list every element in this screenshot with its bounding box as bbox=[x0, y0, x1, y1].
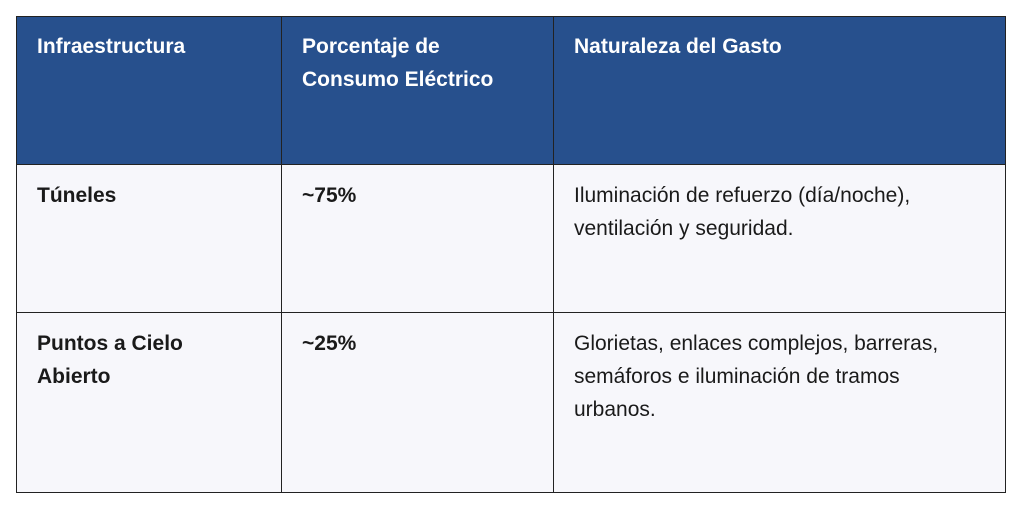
consumption-table: Infraestructura Porcentaje de Consumo El… bbox=[16, 16, 1006, 493]
header-porcentaje: Porcentaje de Consumo Eléctrico bbox=[281, 16, 554, 165]
cell-naturaleza: Iluminación de refuerzo (día/noche), ven… bbox=[553, 164, 1006, 313]
table-body: Túneles ~75% Iluminación de refuerzo (dí… bbox=[16, 164, 1006, 493]
cell-porcentaje: ~25% bbox=[281, 312, 554, 493]
table-header: Infraestructura Porcentaje de Consumo El… bbox=[16, 16, 1006, 165]
header-naturaleza: Naturaleza del Gasto bbox=[553, 16, 1006, 165]
cell-infraestructura: Puntos a Cielo Abierto bbox=[16, 312, 282, 493]
cell-porcentaje: ~75% bbox=[281, 164, 554, 313]
cell-naturaleza: Glorietas, enlaces complejos, barreras, … bbox=[553, 312, 1006, 493]
header-row: Infraestructura Porcentaje de Consumo El… bbox=[16, 16, 1006, 165]
cell-infraestructura: Túneles bbox=[16, 164, 282, 313]
table-row: Puntos a Cielo Abierto ~25% Glorietas, e… bbox=[16, 312, 1006, 493]
table-row: Túneles ~75% Iluminación de refuerzo (dí… bbox=[16, 164, 1006, 313]
header-infraestructura: Infraestructura bbox=[16, 16, 282, 165]
